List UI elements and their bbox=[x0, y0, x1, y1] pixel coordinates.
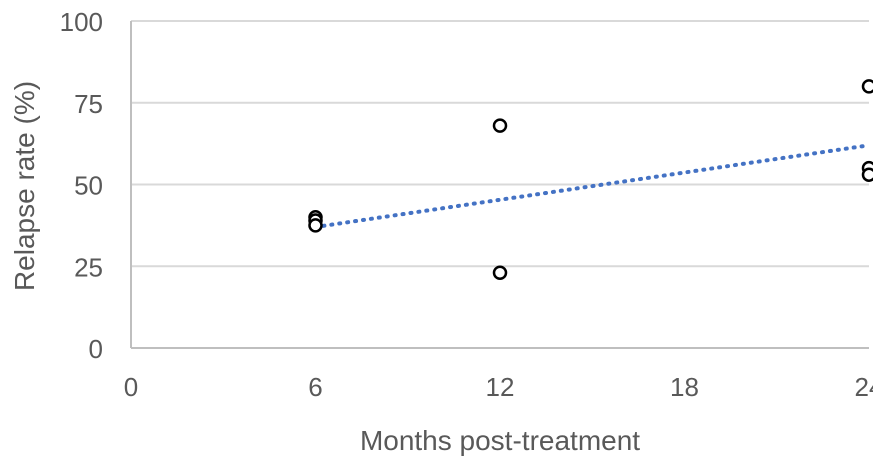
x-tick-label-0: 0 bbox=[124, 372, 138, 402]
y-tick-labels: 0 25 50 75 100 bbox=[60, 7, 103, 364]
data-point-0-5 bbox=[863, 80, 873, 92]
x-tick-label-12: 12 bbox=[486, 372, 515, 402]
grid-lines bbox=[131, 21, 869, 266]
y-tick-label-25: 25 bbox=[74, 252, 103, 282]
x-tick-label-18: 18 bbox=[670, 372, 699, 402]
data-points bbox=[310, 80, 873, 278]
y-tick-label-75: 75 bbox=[74, 89, 103, 119]
y-tick-label-100: 100 bbox=[60, 7, 103, 37]
x-tick-labels: 0 6 12 18 24 bbox=[124, 372, 873, 402]
trendline-group bbox=[316, 145, 870, 227]
trendline bbox=[316, 145, 870, 227]
x-axis-title: Months post-treatment bbox=[360, 425, 640, 456]
data-point-0-7 bbox=[863, 169, 873, 181]
data-point-0-4 bbox=[494, 267, 506, 279]
data-point-0-3 bbox=[494, 120, 506, 132]
x-tick-label-24: 24 bbox=[855, 372, 873, 402]
y-tick-label-0: 0 bbox=[89, 334, 103, 364]
y-axis-title: Relapse rate (%) bbox=[9, 81, 40, 291]
y-tick-label-50: 50 bbox=[74, 171, 103, 201]
x-tick-label-6: 6 bbox=[308, 372, 322, 402]
data-point-0-2 bbox=[310, 219, 322, 231]
